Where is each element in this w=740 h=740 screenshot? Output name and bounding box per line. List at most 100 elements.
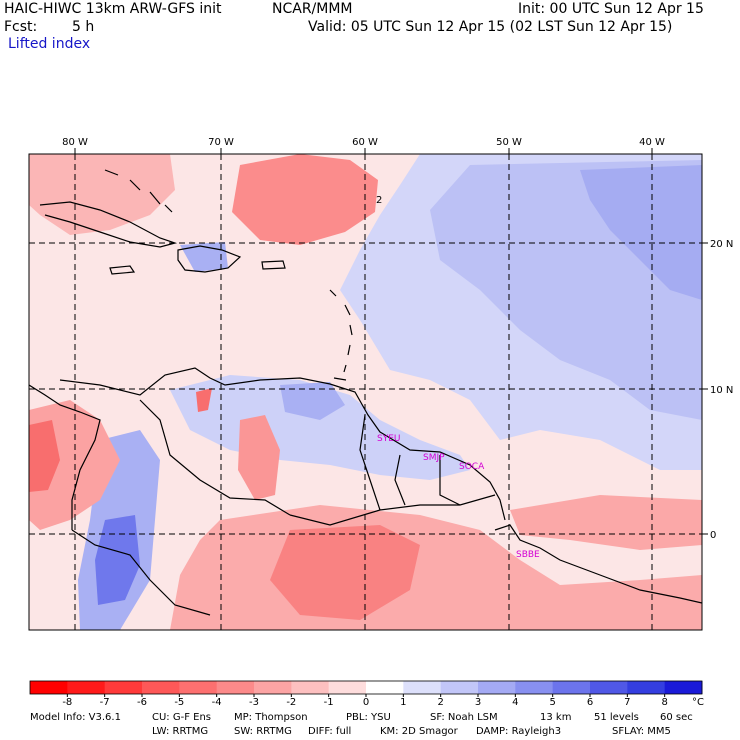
coastline-puerto-rico bbox=[261, 260, 286, 270]
colorbar-tick-label: 6 bbox=[587, 697, 593, 708]
colorbar-tick-label: 3 bbox=[475, 697, 481, 708]
unstable-region-northwest bbox=[29, 154, 175, 235]
unstable-region-equatorial-atlantic bbox=[510, 495, 702, 550]
lon-ticks bbox=[74, 148, 653, 154]
lat-lon-grid bbox=[29, 154, 702, 630]
footer-pbl: PBL: YSU bbox=[346, 712, 391, 723]
footer-resolution: 13 km bbox=[540, 712, 571, 723]
colorbar-swatch bbox=[216, 681, 255, 694]
contour-value-label: 2 bbox=[376, 195, 382, 206]
border-guyana-suriname bbox=[394, 454, 406, 506]
lat-label-equator: 0 bbox=[710, 530, 716, 541]
colorbar-swatch bbox=[328, 681, 367, 694]
colorbar-swatch bbox=[179, 681, 218, 694]
unstable-cell-west bbox=[29, 420, 60, 492]
lat-label-20n: 20 N bbox=[710, 239, 733, 250]
forecast-hour: 5 h bbox=[72, 19, 95, 35]
station-label-smjp: SMJP bbox=[423, 453, 445, 463]
lon-label-70w: 70 W bbox=[208, 137, 234, 148]
colorbar-swatch bbox=[590, 681, 628, 694]
border-suriname-guiana bbox=[439, 455, 461, 506]
footer-damping: DAMP: Rayleigh3 bbox=[476, 726, 561, 737]
unstable-cell-lake-maracaibo bbox=[196, 388, 212, 412]
lat-ticks bbox=[702, 242, 708, 535]
colorbar-tick-label: -5 bbox=[174, 697, 184, 708]
footer-microphysics: MP: Thompson bbox=[234, 712, 308, 723]
colorbar-tick-label: -2 bbox=[286, 697, 296, 708]
model-title: HAIC-HIWC 13km ARW-GFS init bbox=[4, 1, 222, 17]
coastline-cuba bbox=[39, 201, 178, 248]
station-label-syeu: SYEU bbox=[377, 434, 400, 444]
unstable-region-venezuela bbox=[238, 415, 280, 500]
colorbar-swatch bbox=[254, 681, 292, 694]
colorbar-swatch bbox=[142, 681, 180, 694]
colorbar-swatch bbox=[30, 681, 68, 694]
footer-surface-layer: SFLAY: MM5 bbox=[612, 726, 671, 737]
footer-km: KM: 2D Smagor bbox=[380, 726, 459, 737]
colorbar-swatch bbox=[440, 681, 479, 694]
footer-model-version: Model Info: V3.6.1 bbox=[30, 712, 121, 723]
coastline-south-america-north bbox=[59, 367, 506, 521]
footer-levels: 51 levels bbox=[594, 712, 639, 723]
lon-label-80w: 80 W bbox=[62, 137, 88, 148]
unstable-cell-north-central bbox=[232, 154, 378, 245]
colorbar-tick-label: 8 bbox=[661, 697, 667, 708]
footer-longwave: LW: RRTMG bbox=[152, 726, 208, 737]
colorbar-swatch bbox=[291, 681, 330, 694]
colorbar-tick-label: 5 bbox=[549, 697, 555, 708]
colorbar-tick-label: -1 bbox=[324, 697, 334, 708]
valid-time: Valid: 05 UTC Sun 12 Apr 15 (02 LST Sun … bbox=[308, 19, 673, 35]
station-label-sbbe: SBBE bbox=[516, 550, 540, 560]
station-labels: SYEU SMJP SOCA SBBE bbox=[377, 434, 540, 560]
colorbar-swatch bbox=[366, 681, 404, 694]
colorbar-swatch bbox=[67, 681, 106, 694]
coastline-amazon-delta bbox=[494, 524, 702, 604]
colorbar-swatch bbox=[627, 681, 666, 694]
coastline-jamaica bbox=[109, 265, 136, 275]
forecast-label: Fcst: bbox=[4, 19, 38, 35]
border-colombia-venezuela bbox=[139, 399, 291, 516]
colorbar-tick-label: -8 bbox=[62, 697, 72, 708]
colorbar-swatch bbox=[552, 681, 591, 694]
coastline-central-america bbox=[29, 384, 101, 530]
colorbar-tick-label: 7 bbox=[624, 697, 630, 708]
coastline-lesser-antilles bbox=[329, 289, 353, 381]
lon-label-50w: 50 W bbox=[496, 137, 522, 148]
coastlines bbox=[29, 169, 702, 616]
footer-surface: SF: Noah LSM bbox=[430, 712, 498, 723]
coastline-bahamas bbox=[104, 169, 173, 213]
colorbar-tick-label: -6 bbox=[137, 697, 147, 708]
stable-region-east bbox=[580, 165, 702, 300]
footer-diffusion: DIFF: full bbox=[308, 726, 351, 737]
lat-labels: 20 N 10 N 0 bbox=[710, 239, 733, 541]
lon-label-60w: 60 W bbox=[352, 137, 378, 148]
colorbar-swatch bbox=[478, 681, 516, 694]
field-name: Lifted index bbox=[8, 36, 91, 52]
stable-core-andes bbox=[95, 515, 140, 605]
colorbar-tick-label: 2 bbox=[437, 697, 443, 708]
colorbar-swatch bbox=[104, 681, 143, 694]
colorbar-swatch bbox=[664, 681, 703, 694]
border-peru-ecuador bbox=[71, 529, 211, 616]
footer-cumulus: CU: G-F Ens bbox=[152, 712, 211, 723]
lifted-index-map bbox=[29, 154, 702, 630]
border-venezuela-guyana bbox=[359, 414, 381, 511]
init-time: Init: 00 UTC Sun 12 Apr 15 bbox=[518, 1, 704, 17]
colorbar-tick-label: 0 bbox=[363, 697, 369, 708]
colorbar-unit: °C bbox=[692, 697, 704, 708]
coastline-hispaniola bbox=[177, 245, 242, 273]
footer-shortwave: SW: RRTMG bbox=[234, 726, 292, 737]
colorbar-tick-label: -4 bbox=[212, 697, 222, 708]
colorbar-tick-label: 1 bbox=[400, 697, 406, 708]
colorbar-swatch bbox=[403, 681, 442, 694]
lat-label-10n: 10 N bbox=[710, 385, 733, 396]
model-info-footer: Model Info: V3.6.1 CU: G-F Ens MP: Thomp… bbox=[30, 712, 693, 737]
colorbar-swatch bbox=[515, 681, 554, 694]
border-brazil-north bbox=[289, 494, 496, 526]
stable-region-caribbean bbox=[280, 382, 345, 420]
colorbar-tick-label: -7 bbox=[100, 697, 110, 708]
footer-timestep: 60 sec bbox=[660, 712, 693, 723]
colorbar-tick-label: -3 bbox=[249, 697, 259, 708]
station-label-soca: SOCA bbox=[459, 462, 485, 472]
lon-label-40w: 40 W bbox=[639, 137, 665, 148]
